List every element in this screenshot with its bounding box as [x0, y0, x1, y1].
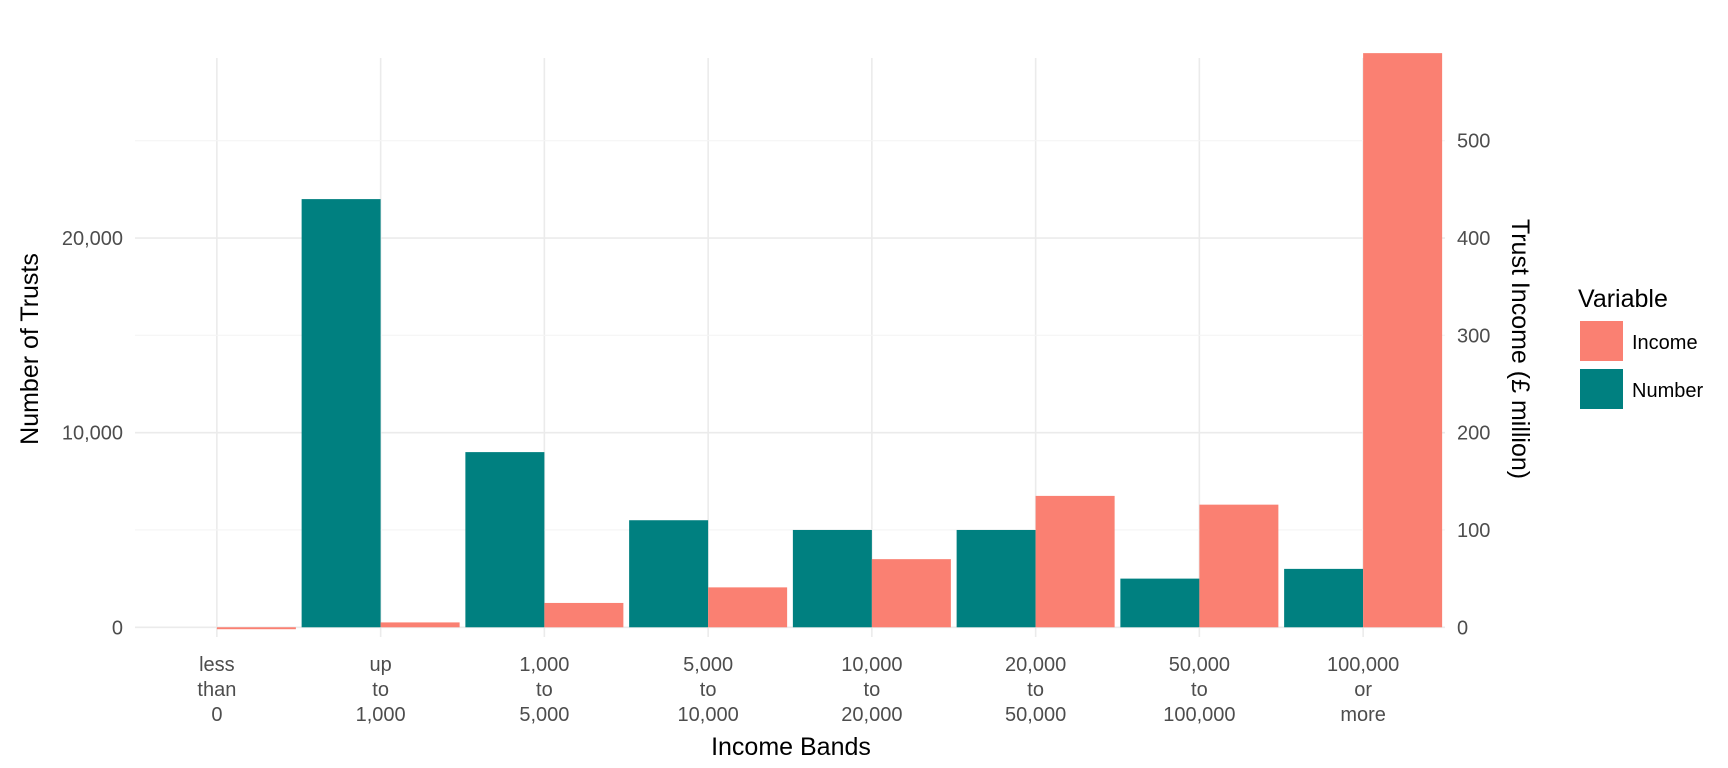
y-tick-label: 20,000 — [62, 228, 123, 250]
x-tick-label: less than 0 — [197, 654, 236, 726]
x-tick-label-line: 5,000 — [683, 654, 733, 676]
x-tick-label: 5,000 to 10,000 — [678, 654, 739, 726]
y2-axis-title: Trust Income (£ million) — [1506, 219, 1534, 479]
bar-income — [216, 627, 296, 630]
bar-income — [1199, 504, 1279, 628]
x-tick-label-line: to — [1191, 679, 1208, 701]
bar-number — [629, 520, 709, 628]
x-tick-label-line: to — [536, 679, 553, 701]
x-tick-label-line: up — [370, 654, 392, 676]
x-tick-label: 100,000 or more — [1327, 654, 1399, 726]
y-axis-title: Number of Trusts — [16, 253, 44, 445]
x-tick-label: up to 1,000 — [356, 654, 406, 726]
bar-income — [1035, 495, 1115, 628]
legend-label-number: Number — [1632, 380, 1703, 402]
bar-number — [1120, 578, 1200, 628]
x-tick-label-line: to — [372, 679, 389, 701]
x-tick-label-line: 20,000 — [841, 704, 902, 726]
bar-income — [544, 602, 624, 628]
x-tick-label: 20,000 to 50,000 — [1005, 654, 1066, 726]
legend: Variable Income Number — [1578, 285, 1703, 409]
x-tick-label-line: to — [1027, 679, 1044, 701]
x-tick-label-line: 0 — [211, 704, 222, 726]
bar-income — [708, 587, 788, 628]
x-tick-label-line: 10,000 — [841, 654, 902, 676]
x-tick-label-line: 1,000 — [356, 704, 406, 726]
x-tick-label-line: 10,000 — [678, 704, 739, 726]
bar-number — [792, 529, 872, 628]
x-tick-label-line: 50,000 — [1169, 654, 1230, 676]
x-tick-label: 10,000 to 20,000 — [841, 654, 902, 726]
x-tick-label-line: than — [197, 679, 236, 701]
x-tick-label-line: more — [1340, 704, 1386, 726]
bar-income — [1363, 53, 1443, 628]
right-axis-ticks: 0 100 200 300 400 500 — [1457, 131, 1490, 640]
x-tick-label-line: less — [199, 654, 235, 676]
y-tick-label: 10,000 — [62, 423, 123, 445]
y2-tick-label: 400 — [1457, 228, 1490, 250]
x-tick-label-line: 20,000 — [1005, 654, 1066, 676]
bar-income — [380, 622, 460, 628]
left-axis-ticks: 0 10,000 20,000 — [62, 228, 123, 639]
y2-tick-label: 300 — [1457, 325, 1490, 347]
x-tick-label-line: 1,000 — [519, 654, 569, 676]
x-tick-label-line: to — [864, 679, 881, 701]
y2-tick-label: 500 — [1457, 131, 1490, 153]
x-tick-label-line: or — [1354, 679, 1372, 701]
bar-number — [1284, 568, 1364, 628]
x-tick-label-line: 100,000 — [1163, 704, 1235, 726]
bar-number — [465, 452, 545, 628]
bar-number — [956, 529, 1036, 628]
legend-key-income — [1580, 321, 1623, 361]
bars — [216, 53, 1443, 630]
x-tick-label-line: to — [700, 679, 717, 701]
x-tick-label: 50,000 to 100,000 — [1163, 654, 1235, 726]
y-tick-label: 0 — [112, 617, 123, 639]
bar-number — [301, 199, 381, 628]
x-tick-label: 1,000 to 5,000 — [519, 654, 569, 726]
x-axis-title: Income Bands — [711, 733, 871, 761]
legend-title: Variable — [1578, 285, 1668, 313]
legend-key-number — [1580, 369, 1623, 409]
legend-label-income: Income — [1632, 332, 1698, 354]
y2-tick-label: 0 — [1457, 617, 1468, 639]
x-tick-label-line: 5,000 — [519, 704, 569, 726]
bar-income — [871, 559, 951, 628]
x-tick-label-line: 100,000 — [1327, 654, 1399, 676]
y2-tick-label: 200 — [1457, 423, 1490, 445]
x-tick-label-line: 50,000 — [1005, 704, 1066, 726]
y2-tick-label: 100 — [1457, 520, 1490, 542]
